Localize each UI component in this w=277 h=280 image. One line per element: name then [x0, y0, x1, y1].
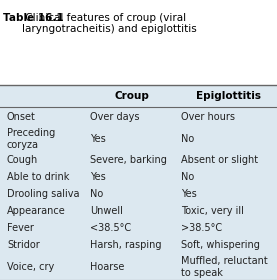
Text: No: No [181, 134, 195, 144]
Text: Onset: Onset [7, 112, 36, 122]
Text: Table 16.1: Table 16.1 [3, 13, 63, 23]
Text: <38.5°C: <38.5°C [90, 223, 131, 233]
Text: Over days: Over days [90, 112, 140, 122]
Text: Voice, cry: Voice, cry [7, 262, 54, 272]
Text: Appearance: Appearance [7, 206, 66, 216]
Text: Clinical features of croup (viral
laryngotracheitis) and epiglottitis: Clinical features of croup (viral laryng… [22, 13, 197, 34]
Text: Hoarse: Hoarse [90, 262, 124, 272]
Text: >38.5°C: >38.5°C [181, 223, 222, 233]
Text: Soft, whispering: Soft, whispering [181, 240, 260, 250]
FancyBboxPatch shape [0, 85, 277, 280]
Text: Harsh, rasping: Harsh, rasping [90, 240, 161, 250]
Text: Absent or slight: Absent or slight [181, 155, 258, 165]
Text: No: No [181, 172, 195, 182]
Text: Over hours: Over hours [181, 112, 235, 122]
Text: Preceding
coryza: Preceding coryza [7, 128, 55, 150]
Text: Yes: Yes [181, 189, 197, 199]
Text: Toxic, very ill: Toxic, very ill [181, 206, 244, 216]
Text: Yes: Yes [90, 134, 106, 144]
Text: Able to drink: Able to drink [7, 172, 69, 182]
Text: Fever: Fever [7, 223, 34, 233]
Text: Drooling saliva: Drooling saliva [7, 189, 79, 199]
Text: Epiglottitis: Epiglottitis [196, 91, 261, 101]
Text: No: No [90, 189, 103, 199]
Text: Croup: Croup [114, 91, 149, 101]
Text: Stridor: Stridor [7, 240, 40, 250]
Text: Yes: Yes [90, 172, 106, 182]
Text: Unwell: Unwell [90, 206, 123, 216]
Text: Muffled, reluctant
to speak: Muffled, reluctant to speak [181, 256, 268, 278]
Text: Cough: Cough [7, 155, 38, 165]
Text: Severe, barking: Severe, barking [90, 155, 167, 165]
